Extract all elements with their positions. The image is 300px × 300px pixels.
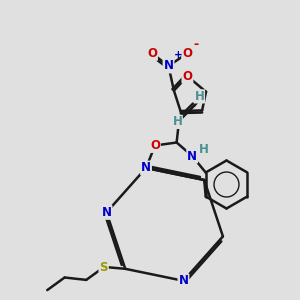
Text: N: N: [178, 274, 188, 287]
Text: -: -: [194, 38, 199, 51]
Text: H: H: [199, 143, 209, 156]
Text: O: O: [182, 70, 192, 83]
Text: N: N: [101, 206, 112, 219]
Text: O: O: [147, 47, 157, 60]
Text: H: H: [195, 90, 205, 103]
Text: H: H: [172, 116, 182, 128]
Text: O: O: [182, 47, 192, 60]
Text: O: O: [150, 139, 160, 152]
Text: +: +: [174, 50, 183, 60]
Text: N: N: [141, 161, 151, 175]
Text: N: N: [164, 59, 173, 73]
Text: S: S: [99, 261, 108, 274]
Text: N: N: [187, 149, 197, 163]
